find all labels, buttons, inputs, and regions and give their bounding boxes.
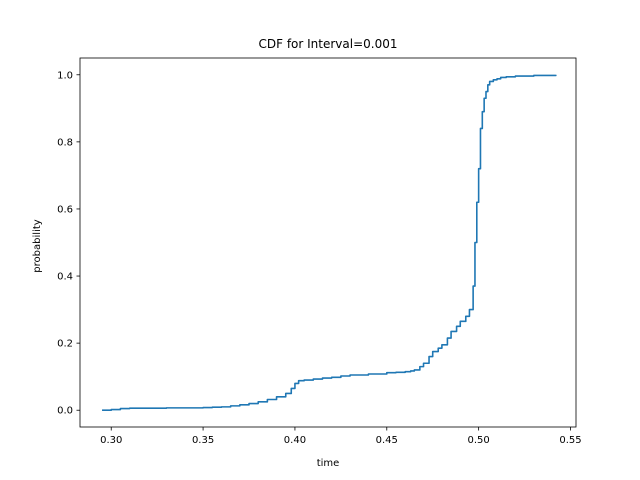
y-tick-label: 0.6	[57, 204, 73, 215]
y-tick-label: 1.0	[57, 70, 73, 81]
y-tick-label: 0.2	[57, 339, 73, 350]
chart-title: CDF for Interval=0.001	[258, 37, 397, 51]
y-tick-label: 0.4	[57, 272, 73, 283]
y-axis-label: probability	[32, 219, 43, 272]
x-axis-label: time	[317, 458, 340, 469]
x-tick-label: 0.55	[559, 435, 581, 446]
plot-area	[79, 57, 577, 428]
x-axis: 0.30 0.35 0.40 0.45 0.50 0.55	[100, 427, 582, 446]
x-tick-label: 0.45	[376, 435, 398, 446]
plot-frame	[79, 57, 577, 428]
cdf-series-line-0	[102, 74, 557, 412]
x-tick-label: 0.35	[192, 435, 214, 446]
x-tick-label: 0.40	[284, 435, 306, 446]
y-tick-label: 0.8	[57, 137, 73, 148]
y-axis: 0.0 0.2 0.4 0.6 0.8 1.0	[57, 70, 80, 417]
x-tick-label: 0.30	[100, 435, 122, 446]
y-tick-label: 0.0	[57, 406, 73, 417]
x-tick-label: 0.50	[468, 435, 490, 446]
